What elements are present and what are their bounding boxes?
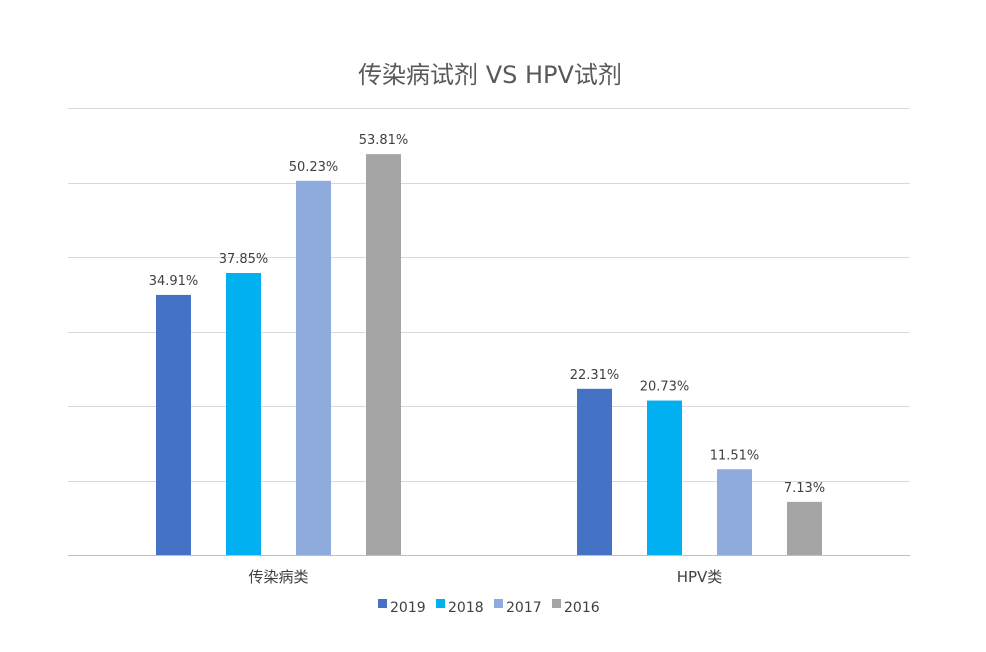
data-label-2016-1: 53.81%	[359, 133, 409, 148]
bar-2016-2	[787, 501, 822, 555]
data-label-2016-2: 7.13%	[784, 481, 825, 496]
legend-swatch-2017	[494, 599, 503, 608]
bar-2019-1	[156, 294, 191, 555]
legend: 2019 2018 2017 2016	[378, 599, 600, 616]
chart-title: 传染病试剂 VS HPV试剂	[358, 61, 622, 89]
legend-label-2019: 2019	[390, 600, 426, 616]
legend-label-2017: 2017	[506, 600, 542, 616]
legend-swatch-2019	[378, 599, 387, 608]
data-label-2018-2: 20.73%	[640, 380, 690, 395]
bar-2018-1	[226, 273, 261, 555]
data-label-2019-2: 22.31%	[570, 368, 620, 383]
legend-swatch-2018	[436, 599, 445, 608]
bar-2019-2	[577, 388, 612, 555]
data-label-2019-1: 34.91%	[149, 274, 199, 289]
category-label-2: HPV类	[677, 568, 723, 586]
bar-2016-1	[366, 154, 401, 556]
bar-2018-2	[647, 400, 682, 555]
category-labels: 传染病类 HPV类	[248, 568, 722, 586]
legend-label-2016: 2016	[564, 600, 600, 616]
legend-swatch-2016	[552, 599, 561, 608]
bar-2017-1	[296, 180, 331, 555]
gridlines	[68, 108, 910, 556]
category-label-1: 传染病类	[248, 568, 308, 586]
data-label-2018-1: 37.85%	[219, 252, 269, 267]
bar-2017-2	[717, 469, 752, 555]
data-label-2017-1: 50.23%	[289, 160, 339, 175]
legend-label-2018: 2018	[448, 600, 484, 616]
data-label-2017-2: 11.51%	[710, 448, 760, 463]
bars	[156, 154, 822, 556]
data-labels: 34.91% 37.85% 50.23% 53.81% 22.31% 20.73% 11.5…	[149, 133, 825, 496]
